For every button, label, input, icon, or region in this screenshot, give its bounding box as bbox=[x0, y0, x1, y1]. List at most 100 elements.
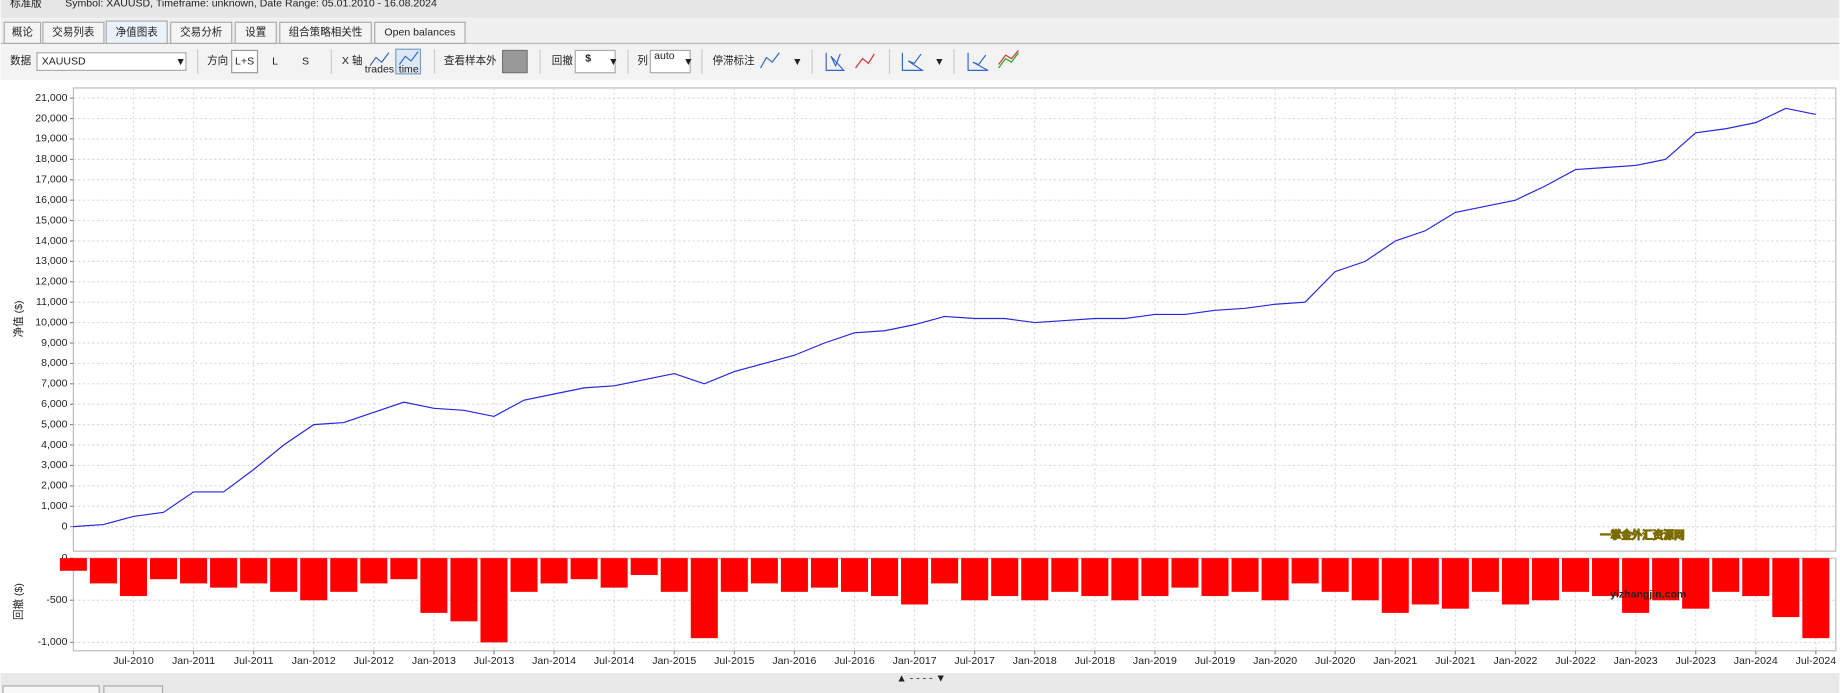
xaxis-option[interactable]: trades bbox=[365, 64, 394, 76]
y-tick-label: 21,000 bbox=[35, 92, 67, 104]
direction-option[interactable]: S bbox=[302, 55, 309, 67]
x-tick-label: Jul-2020 bbox=[1315, 655, 1356, 667]
stagnation-label: 停滞标注 bbox=[712, 54, 755, 67]
bottom-tab[interactable] bbox=[2, 685, 100, 693]
x-tick-label: Jan-2017 bbox=[893, 655, 937, 667]
toolbar bbox=[0, 44, 1840, 79]
dropdown-arrow[interactable]: ▼ bbox=[792, 56, 802, 68]
y-tick-label: 12,000 bbox=[35, 276, 67, 288]
x-tick-label: Jul-2013 bbox=[474, 655, 515, 667]
y-tick-label: 13,000 bbox=[35, 255, 67, 267]
tab[interactable] bbox=[3, 21, 42, 44]
chart-icon[interactable] bbox=[967, 52, 989, 71]
x-tick-label: Jan-2019 bbox=[1133, 655, 1177, 667]
tab-label[interactable]: 设置 bbox=[245, 27, 266, 39]
header-info: Symbol: XAUUSD, Timeframe: unknown, Date… bbox=[65, 0, 437, 9]
drawdown-bar bbox=[1321, 558, 1349, 592]
chart-icon[interactable] bbox=[901, 52, 925, 71]
chart-icon[interactable] bbox=[998, 52, 1019, 69]
x-tick-label: Jan-2011 bbox=[172, 655, 215, 667]
x-tick-label: Jul-2021 bbox=[1435, 655, 1476, 667]
oos-button[interactable] bbox=[501, 49, 528, 74]
xaxis-option[interactable]: time bbox=[399, 64, 419, 76]
chart-icon[interactable] bbox=[825, 52, 846, 71]
direction-button-active[interactable] bbox=[231, 49, 259, 74]
drawdown-bar bbox=[931, 558, 959, 584]
drawdown-bar bbox=[1381, 558, 1409, 613]
tab[interactable] bbox=[374, 21, 466, 44]
dropdown-arrow[interactable]: ▼ bbox=[934, 56, 944, 68]
chart-icon[interactable] bbox=[855, 53, 875, 69]
x-tick-label: Jan-2013 bbox=[412, 655, 456, 667]
drawdown-bar bbox=[149, 558, 178, 580]
direction-option[interactable]: L bbox=[272, 55, 278, 67]
x-tick-label: Jul-2015 bbox=[714, 655, 755, 667]
drawdown-bar bbox=[570, 558, 598, 580]
drawdown-bar bbox=[1592, 558, 1620, 597]
x-tick-label: Jan-2012 bbox=[292, 655, 336, 667]
drawdown-bar bbox=[1561, 558, 1590, 592]
tab-label[interactable]: 净值图表 bbox=[116, 26, 159, 39]
x-tick-label: Jan-2022 bbox=[1493, 655, 1537, 667]
watermark-url: yizhangjin.com bbox=[1610, 588, 1686, 600]
x-tick-label: Jan-2024 bbox=[1734, 655, 1778, 667]
y-tick-label: 15,000 bbox=[35, 214, 67, 226]
tab-label[interactable]: 组合策略相关性 bbox=[289, 26, 363, 39]
x-tick-label: Jan-2018 bbox=[1013, 655, 1057, 667]
tab[interactable] bbox=[234, 21, 277, 44]
y-tick-label: 3,000 bbox=[41, 459, 68, 471]
chart-icon bbox=[998, 50, 1019, 65]
drawdown-bar bbox=[1742, 558, 1770, 597]
tab-label[interactable]: 交易分析 bbox=[180, 26, 223, 39]
splitter-handle[interactable]: ▲ - - - - ▼ bbox=[896, 673, 946, 685]
y-tick-label: 8,000 bbox=[41, 357, 68, 369]
drawdown-bar bbox=[660, 558, 688, 592]
tab[interactable] bbox=[105, 20, 168, 44]
x-tick-label: Jul-2022 bbox=[1555, 655, 1596, 667]
drawdown-bar bbox=[1261, 558, 1289, 601]
drawdown-bar bbox=[450, 558, 478, 622]
x-tick-label: Jan-2021 bbox=[1373, 655, 1417, 667]
data-label: 数据 bbox=[10, 54, 32, 67]
drawdown-bar bbox=[1231, 558, 1259, 592]
tab[interactable] bbox=[170, 21, 233, 44]
y-tick-label: 20,000 bbox=[35, 112, 67, 124]
bottom-tab[interactable] bbox=[103, 685, 164, 693]
tab-label[interactable]: 交易列表 bbox=[52, 26, 95, 39]
tab-label[interactable]: 概论 bbox=[12, 26, 34, 39]
charts: 0 1,000 2,000 3,000 4,000 5,000 6,000 7,000 8,00… bbox=[35, 87, 1837, 667]
direction-option[interactable]: L+S bbox=[235, 55, 254, 67]
y-tick-label: 16,000 bbox=[35, 194, 67, 206]
drawdown-bar bbox=[180, 558, 208, 584]
x-tick-label: Jul-2018 bbox=[1075, 655, 1116, 667]
x-tick-label: Jan-2014 bbox=[532, 655, 576, 667]
drawdown-bar bbox=[1622, 558, 1650, 613]
drawdown-bar bbox=[600, 558, 628, 588]
y-tick-label: -1,000 bbox=[38, 636, 68, 648]
drawdown-bar bbox=[1652, 558, 1680, 601]
drawdown-bar bbox=[119, 558, 147, 597]
drawdown-bar bbox=[1441, 558, 1469, 609]
y-tick-label: 0 bbox=[62, 552, 68, 564]
y-tick-label: 9,000 bbox=[41, 337, 68, 349]
drawdown-bar bbox=[1501, 558, 1529, 605]
tab-label[interactable]: Open balances bbox=[384, 27, 455, 39]
symbol-dropdown[interactable] bbox=[36, 52, 187, 71]
tab[interactable] bbox=[279, 21, 372, 44]
drawdown-bar bbox=[510, 558, 538, 592]
columns-dropdown[interactable] bbox=[649, 49, 691, 74]
x-tick-label: Jul-2023 bbox=[1675, 655, 1716, 667]
trades-icon[interactable] bbox=[369, 52, 390, 67]
tab[interactable] bbox=[42, 21, 105, 44]
drawdown-bar bbox=[991, 558, 1019, 597]
y-axis-title: 回撤 ($) bbox=[12, 583, 25, 620]
x-tick-label: Jul-2010 bbox=[113, 655, 154, 667]
stagnation-icon[interactable] bbox=[760, 52, 780, 69]
drawdown-bar bbox=[1171, 558, 1199, 588]
x-tick-label: Jul-2016 bbox=[834, 655, 875, 667]
xaxis-label: X 轴 bbox=[342, 54, 363, 67]
y-tick-label: 7,000 bbox=[41, 378, 68, 390]
drawdown-dropdown[interactable] bbox=[574, 49, 616, 74]
drawdown-bar bbox=[540, 558, 568, 584]
toolbar-items: 数据 XAUUSD ▼ 方向 L+S L S X 轴 trades time 查… bbox=[10, 48, 1019, 76]
